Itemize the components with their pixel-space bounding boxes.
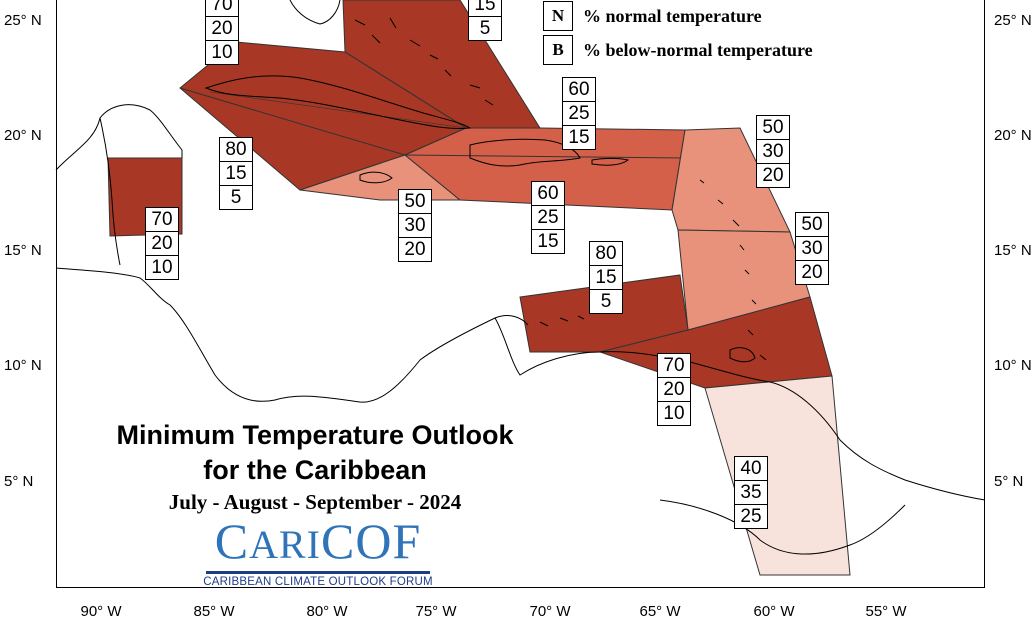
lon-label-75: 75° W bbox=[415, 603, 457, 620]
trinidad-outline bbox=[729, 347, 756, 363]
abc-islands-outline bbox=[539, 315, 585, 327]
prob-below: 20 bbox=[801, 262, 823, 283]
lat-label-10-right: 10° N bbox=[994, 357, 1032, 374]
prob-above: 50 bbox=[399, 190, 431, 214]
prob-above: 40 bbox=[735, 457, 767, 481]
prob-below: 10 bbox=[151, 257, 173, 278]
lat-label-25-right: 25° N bbox=[994, 12, 1032, 29]
prob-above: 70 bbox=[146, 208, 178, 232]
prob-normal: 30 bbox=[757, 140, 789, 164]
prob-normal: 15 bbox=[220, 162, 252, 186]
lat-label-25-left: 25° N bbox=[4, 12, 42, 29]
prob-box-cayman: 80 15 5 bbox=[219, 137, 253, 210]
cuba-outline bbox=[204, 75, 472, 129]
season-label: July - August - September - 2024 bbox=[168, 490, 462, 514]
prob-below: 5 bbox=[230, 187, 242, 208]
lon-label-65: 65° W bbox=[639, 603, 681, 620]
jamaica-outline bbox=[359, 171, 393, 184]
prob-above: 80 bbox=[590, 242, 622, 266]
prob-box-abc: 80 15 5 bbox=[589, 241, 623, 314]
hispaniola-outline bbox=[469, 138, 581, 167]
prob-normal: 20 bbox=[206, 17, 238, 41]
prob-normal: 20 bbox=[146, 232, 178, 256]
prob-normal: 25 bbox=[532, 206, 564, 230]
lat-label-10-left: 10° N bbox=[4, 357, 42, 374]
lesser-antilles bbox=[699, 179, 767, 361]
prob-above: 70 bbox=[658, 354, 690, 378]
lon-label-60: 60° W bbox=[753, 603, 795, 620]
legend-below: B % below-normal temperature bbox=[543, 35, 813, 65]
lat-label-15-right: 15° N bbox=[994, 242, 1032, 259]
prob-box-belize: 70 20 10 bbox=[145, 207, 179, 280]
lat-label-20-right: 20° N bbox=[994, 127, 1032, 144]
lon-label-90: 90° W bbox=[80, 603, 122, 620]
prob-above: 80 bbox=[220, 138, 252, 162]
prob-below: 5 bbox=[600, 291, 612, 312]
lat-label-15-left: 15° N bbox=[4, 242, 42, 259]
prob-above: 60 bbox=[563, 78, 595, 102]
prob-box-turks-caicos: 15 5 bbox=[468, 0, 502, 41]
legend-text-below: % below-normal temperature bbox=[583, 39, 813, 60]
prob-normal: 30 bbox=[796, 237, 828, 261]
prob-below: 15 bbox=[568, 127, 590, 148]
prob-below: 20 bbox=[404, 239, 426, 260]
prob-normal: 25 bbox=[563, 102, 595, 126]
prob-normal: 20 bbox=[658, 378, 690, 402]
prob-box-guianas: 40 35 25 bbox=[734, 456, 768, 529]
prob-normal: 30 bbox=[399, 214, 431, 238]
logo-wordmark: CARICOF bbox=[214, 513, 422, 569]
logo-rule bbox=[206, 571, 430, 574]
prob-below: 20 bbox=[762, 165, 784, 186]
lon-label-85: 85° W bbox=[193, 603, 235, 620]
prob-box-leeward: 50 30 20 bbox=[756, 115, 790, 188]
south-america-coast bbox=[494, 317, 986, 501]
puerto-rico-outline bbox=[591, 158, 630, 166]
map-frame bbox=[56, 0, 985, 588]
prob-above: 60 bbox=[532, 182, 564, 206]
logo-subtitle: CARIBBEAN CLIMATE OUTLOOK FORUM bbox=[203, 576, 433, 588]
lat-label-20-left: 20° N bbox=[4, 127, 42, 144]
lon-label-70: 70° W bbox=[529, 603, 571, 620]
prob-above: 50 bbox=[757, 116, 789, 140]
yucatan-coast bbox=[99, 117, 121, 266]
prob-above: 50 bbox=[796, 213, 828, 237]
prob-box-hispaniola-north: 60 25 15 bbox=[562, 77, 596, 150]
legend-key-n: N bbox=[543, 1, 573, 31]
legend-text-normal: % normal temperature bbox=[583, 5, 762, 26]
prob-normal: 35 bbox=[735, 481, 767, 505]
bahamas-islands bbox=[354, 17, 494, 106]
prob-below: 10 bbox=[211, 42, 233, 63]
lat-label-5-left: 5° N bbox=[4, 473, 34, 490]
map-title: Minimum Temperature Outlook bbox=[116, 420, 514, 450]
prob-box-windward: 50 30 20 bbox=[795, 212, 829, 285]
prob-box-trinidad: 70 20 10 bbox=[657, 353, 691, 426]
central-america-coast bbox=[55, 267, 529, 403]
map-title-line2: for the Caribbean bbox=[203, 455, 427, 485]
lon-label-80: 80° W bbox=[306, 603, 348, 620]
prob-below: 15 bbox=[537, 231, 559, 252]
lon-label-55: 55° W bbox=[865, 603, 907, 620]
florida-coast bbox=[289, 0, 341, 25]
lat-label-5-right: 5° N bbox=[994, 473, 1024, 490]
prob-box-jamaica: 50 30 20 bbox=[398, 189, 432, 262]
prob-normal: 15 bbox=[590, 266, 622, 290]
prob-normal: 15 bbox=[469, 0, 501, 17]
prob-below: 25 bbox=[740, 506, 762, 527]
prob-box-hispaniola-south: 60 25 15 bbox=[531, 181, 565, 254]
prob-box-bahamas: 70 20 10 bbox=[205, 0, 239, 65]
interior-border bbox=[659, 499, 906, 555]
prob-above: 70 bbox=[206, 0, 238, 17]
caricof-logo: CARICOF CARIBBEAN CLIMATE OUTLOOK FORUM bbox=[200, 516, 436, 588]
mexico-coast bbox=[55, 104, 183, 171]
prob-below: 5 bbox=[479, 18, 491, 39]
prob-below: 10 bbox=[663, 403, 685, 424]
legend-key-b: B bbox=[543, 35, 573, 65]
legend-normal: N % normal temperature bbox=[543, 1, 762, 31]
